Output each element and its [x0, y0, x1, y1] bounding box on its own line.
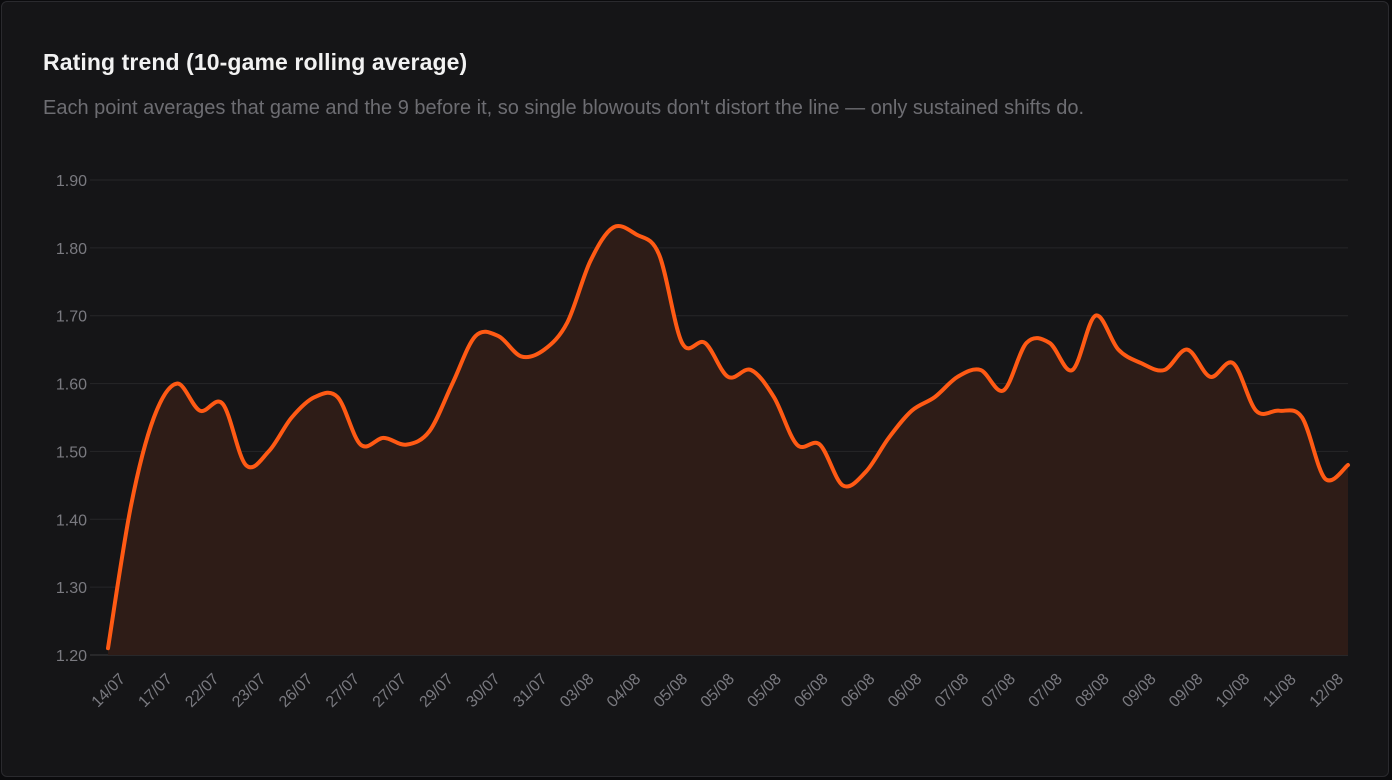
- data-point: [1025, 341, 1029, 345]
- data-point: [336, 395, 340, 399]
- data-point: [933, 395, 937, 399]
- y-tick-label: 1.90: [56, 173, 87, 190]
- data-point: [519, 354, 523, 358]
- x-tick-label: 07/08: [932, 671, 972, 711]
- data-point: [1139, 361, 1143, 365]
- y-tick-label: 1.60: [56, 377, 87, 394]
- x-tick-label: 27/07: [370, 671, 410, 711]
- data-point: [680, 341, 684, 345]
- data-point: [1323, 477, 1327, 481]
- x-tick-label: 07/08: [979, 671, 1019, 711]
- data-point: [588, 259, 592, 263]
- chart-title: Rating trend (10-game rolling average): [43, 49, 468, 75]
- x-tick-label: 14/07: [89, 671, 129, 711]
- data-point: [359, 443, 363, 447]
- data-point: [818, 443, 822, 447]
- y-tick-label: 1.30: [56, 580, 87, 597]
- data-point: [1277, 409, 1281, 413]
- x-tick-label: 06/08: [885, 671, 925, 711]
- data-point: [795, 443, 799, 447]
- data-point: [450, 382, 454, 386]
- x-tick-label: 06/08: [838, 671, 878, 711]
- data-point: [1093, 314, 1097, 318]
- data-point: [267, 449, 271, 453]
- x-tick-label: 22/07: [182, 671, 222, 711]
- data-point: [1070, 368, 1074, 372]
- x-tick-label: 30/07: [463, 671, 503, 711]
- data-point: [198, 409, 202, 413]
- data-point: [1047, 341, 1051, 345]
- data-point: [1185, 348, 1189, 352]
- data-point: [1208, 375, 1212, 379]
- data-point: [726, 375, 730, 379]
- data-point: [956, 375, 960, 379]
- x-tick-label: 05/08: [698, 671, 738, 711]
- data-point: [703, 341, 707, 345]
- x-tick-label: 29/07: [417, 671, 457, 711]
- data-point: [841, 483, 845, 487]
- x-tick-label: 11/08: [1260, 671, 1300, 711]
- data-point: [473, 334, 477, 338]
- x-tick-label: 05/08: [651, 671, 691, 711]
- data-point: [1254, 409, 1258, 413]
- data-point: [910, 409, 914, 413]
- x-tick-label: 26/07: [276, 671, 316, 711]
- x-tick-label: 09/08: [1119, 671, 1159, 711]
- x-tick-label: 17/07: [135, 671, 175, 711]
- y-tick-label: 1.40: [56, 512, 87, 529]
- data-point: [496, 334, 500, 338]
- data-point: [175, 382, 179, 386]
- data-point: [405, 443, 409, 447]
- data-point: [1346, 463, 1350, 467]
- x-tick-label: 12/08: [1307, 671, 1347, 711]
- y-tick-label: 1.70: [56, 309, 87, 326]
- x-tick-label: 23/07: [229, 671, 269, 711]
- chart-subtitle: Each point averages that game and the 9 …: [43, 97, 1085, 119]
- data-point: [152, 416, 156, 420]
- data-point: [657, 253, 661, 257]
- x-tick-label: 06/08: [791, 671, 831, 711]
- x-tick-label: 04/08: [604, 671, 644, 711]
- data-point: [887, 436, 891, 440]
- data-point: [565, 321, 569, 325]
- data-point: [290, 416, 294, 420]
- data-point: [864, 470, 868, 474]
- x-tick-label: 10/08: [1213, 671, 1253, 711]
- x-tick-label: 27/07: [323, 671, 363, 711]
- x-tick-label: 08/08: [1072, 671, 1112, 711]
- x-tick-label: 03/08: [557, 671, 597, 711]
- data-point: [382, 436, 386, 440]
- data-point: [129, 504, 133, 508]
- data-point: [749, 368, 753, 372]
- x-tick-label: 05/08: [744, 671, 784, 711]
- data-point: [542, 348, 546, 352]
- data-point: [1002, 388, 1006, 392]
- data-point: [427, 429, 431, 433]
- data-point: [1231, 361, 1235, 365]
- data-point: [1162, 368, 1166, 372]
- data-point: [634, 232, 638, 236]
- data-point: [221, 402, 225, 406]
- y-tick-label: 1.50: [56, 444, 87, 461]
- series-line: [106, 224, 1350, 651]
- data-point: [1116, 348, 1120, 352]
- data-point: [244, 463, 248, 467]
- y-tick-label: 1.80: [56, 241, 87, 258]
- data-point: [772, 395, 776, 399]
- x-tick-label: 31/07: [510, 671, 550, 711]
- data-point: [611, 226, 615, 230]
- x-tick-label: 09/08: [1166, 671, 1206, 711]
- y-tick-label: 1.20: [56, 648, 87, 665]
- data-point: [979, 368, 983, 372]
- data-point: [1300, 416, 1304, 420]
- data-point: [106, 646, 110, 650]
- data-point: [313, 395, 317, 399]
- x-tick-label: 07/08: [1026, 671, 1066, 711]
- area-fill: [108, 226, 1348, 655]
